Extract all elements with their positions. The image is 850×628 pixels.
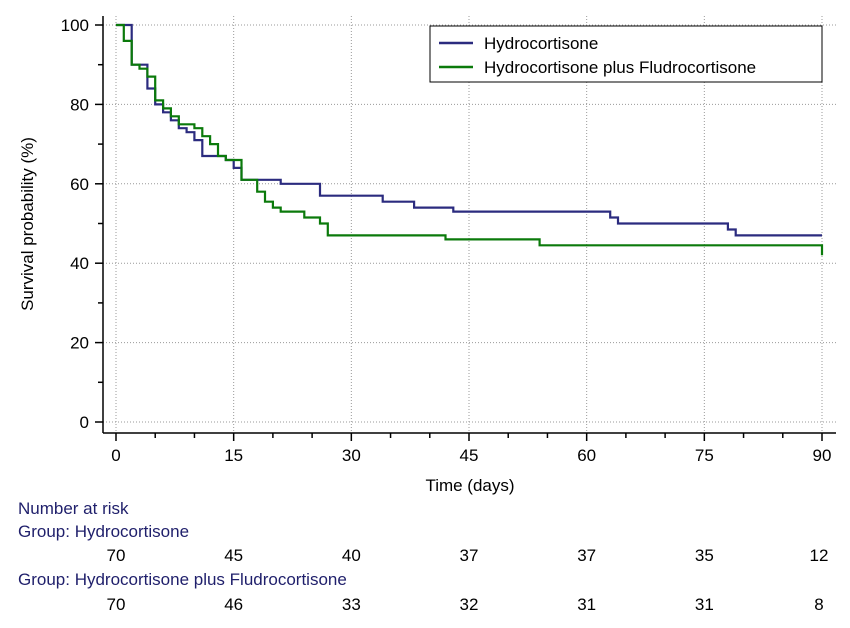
y-tick-label: 60 <box>70 175 89 194</box>
risk-value: 32 <box>459 595 479 614</box>
risk-value: 37 <box>577 546 597 565</box>
y-tick-label: 40 <box>70 254 89 273</box>
axes: 0 20 40 60 80 100 0 15 30 45 60 75 90 <box>61 16 836 465</box>
x-tick-label: 60 <box>577 446 596 465</box>
grid-lines <box>103 16 836 433</box>
risk-value: 8 <box>814 595 824 614</box>
risk-group-label-1: Group: Hydrocortisone <box>18 522 190 541</box>
x-axis-label: Time (days) <box>425 476 514 495</box>
risk-value: 31 <box>577 595 597 614</box>
legend-label-1: Hydrocortisone <box>484 34 598 53</box>
legend: Hydrocortisone Hydrocortisone plus Fludro… <box>429 25 823 83</box>
risk-value: 31 <box>694 595 714 614</box>
series-lines <box>116 23 824 256</box>
y-tick-label: 20 <box>70 334 89 353</box>
risk-value: 70 <box>106 546 126 565</box>
risk-value: 45 <box>224 546 244 565</box>
y-tick-label: 100 <box>61 16 89 35</box>
risk-value: 33 <box>341 595 361 614</box>
survival-chart: 0 20 40 60 80 100 0 15 30 45 60 75 90 Hydrocortisone… <box>18 16 836 495</box>
risk-value: 12 <box>809 546 829 565</box>
risk-table-title: Number at risk <box>18 499 129 518</box>
x-tick-label: 30 <box>342 446 361 465</box>
y-tick-label: 0 <box>80 413 89 432</box>
risk-value: 70 <box>106 595 126 614</box>
y-axis-label: Survival probability (%) <box>18 137 37 311</box>
x-tick-label: 45 <box>460 446 479 465</box>
risk-value: 35 <box>694 546 714 565</box>
risk-value: 46 <box>224 595 244 614</box>
y-tick-label: 80 <box>70 95 89 114</box>
x-tick-label: 15 <box>224 446 243 465</box>
x-tick-label: 75 <box>695 446 714 465</box>
legend-box <box>429 25 823 83</box>
series-line-2 <box>116 23 824 256</box>
legend-label-2: Hydrocortisone plus Fludrocortisone <box>484 58 756 77</box>
risk-value: 40 <box>341 546 361 565</box>
risk-value: 37 <box>459 546 479 565</box>
x-tick-label: 90 <box>813 446 832 465</box>
x-tick-label: 0 <box>111 446 120 465</box>
risk-group-label-2: Group: Hydrocortisone plus Fludrocortiso… <box>18 570 347 589</box>
